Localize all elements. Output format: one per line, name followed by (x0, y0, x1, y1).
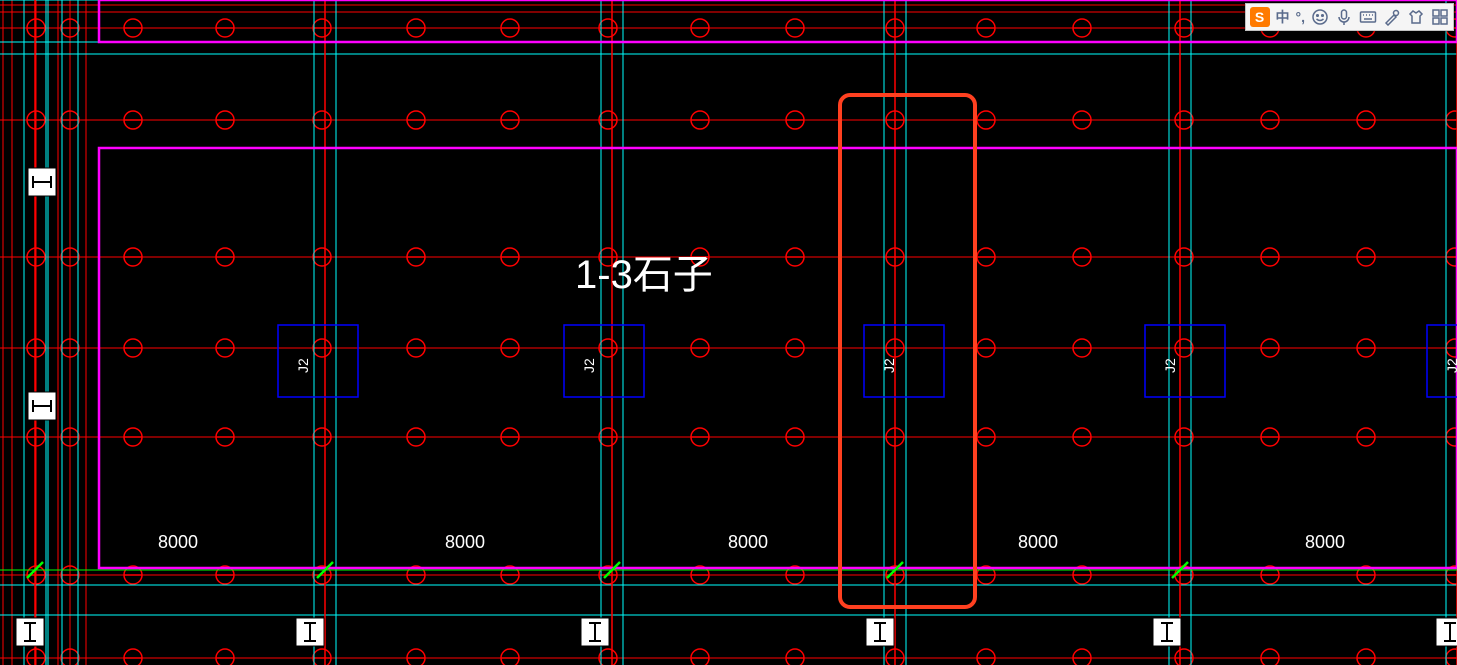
mic-icon[interactable] (1335, 8, 1353, 26)
dimension-value: 8000 (728, 532, 768, 552)
selection-highlight[interactable] (840, 95, 975, 607)
foundation-label: J2 (1162, 358, 1178, 373)
zone-label: 1-3石子 (575, 253, 713, 297)
grid-icon[interactable] (1431, 8, 1449, 26)
foundation-label: J2 (295, 358, 311, 373)
ime-toolbar: S 中 °, (1245, 3, 1455, 31)
ime-logo-icon[interactable]: S (1250, 7, 1270, 27)
dimension-value: 8000 (158, 532, 198, 552)
tools-icon[interactable] (1383, 8, 1401, 26)
dimension-value: 8000 (1018, 532, 1058, 552)
face-icon[interactable] (1311, 8, 1329, 26)
dimension-value: 8000 (445, 532, 485, 552)
keyboard-icon[interactable] (1359, 8, 1377, 26)
foundation-box[interactable] (564, 325, 644, 397)
foundation-label: J2 (581, 358, 597, 373)
foundation-box[interactable] (278, 325, 358, 397)
foundations: J2 J2 J2 J2 J2 (278, 325, 1457, 397)
area-boundary (99, 148, 1457, 568)
cad-canvas[interactable]: J2 J2 J2 J2 J2 1-3石子 8000 8000 8000 8000 8000 (0, 0, 1457, 665)
foundation-label: J2 (881, 358, 897, 373)
dimension-value: 8000 (1305, 532, 1345, 552)
ime-language[interactable]: 中 (1276, 7, 1290, 27)
foundation-box[interactable] (1145, 325, 1225, 397)
shirt-icon[interactable] (1407, 8, 1425, 26)
ime-punct[interactable]: °, (1296, 9, 1306, 25)
foundation-label: J2 (1444, 358, 1457, 373)
foundation-box[interactable] (864, 325, 944, 397)
